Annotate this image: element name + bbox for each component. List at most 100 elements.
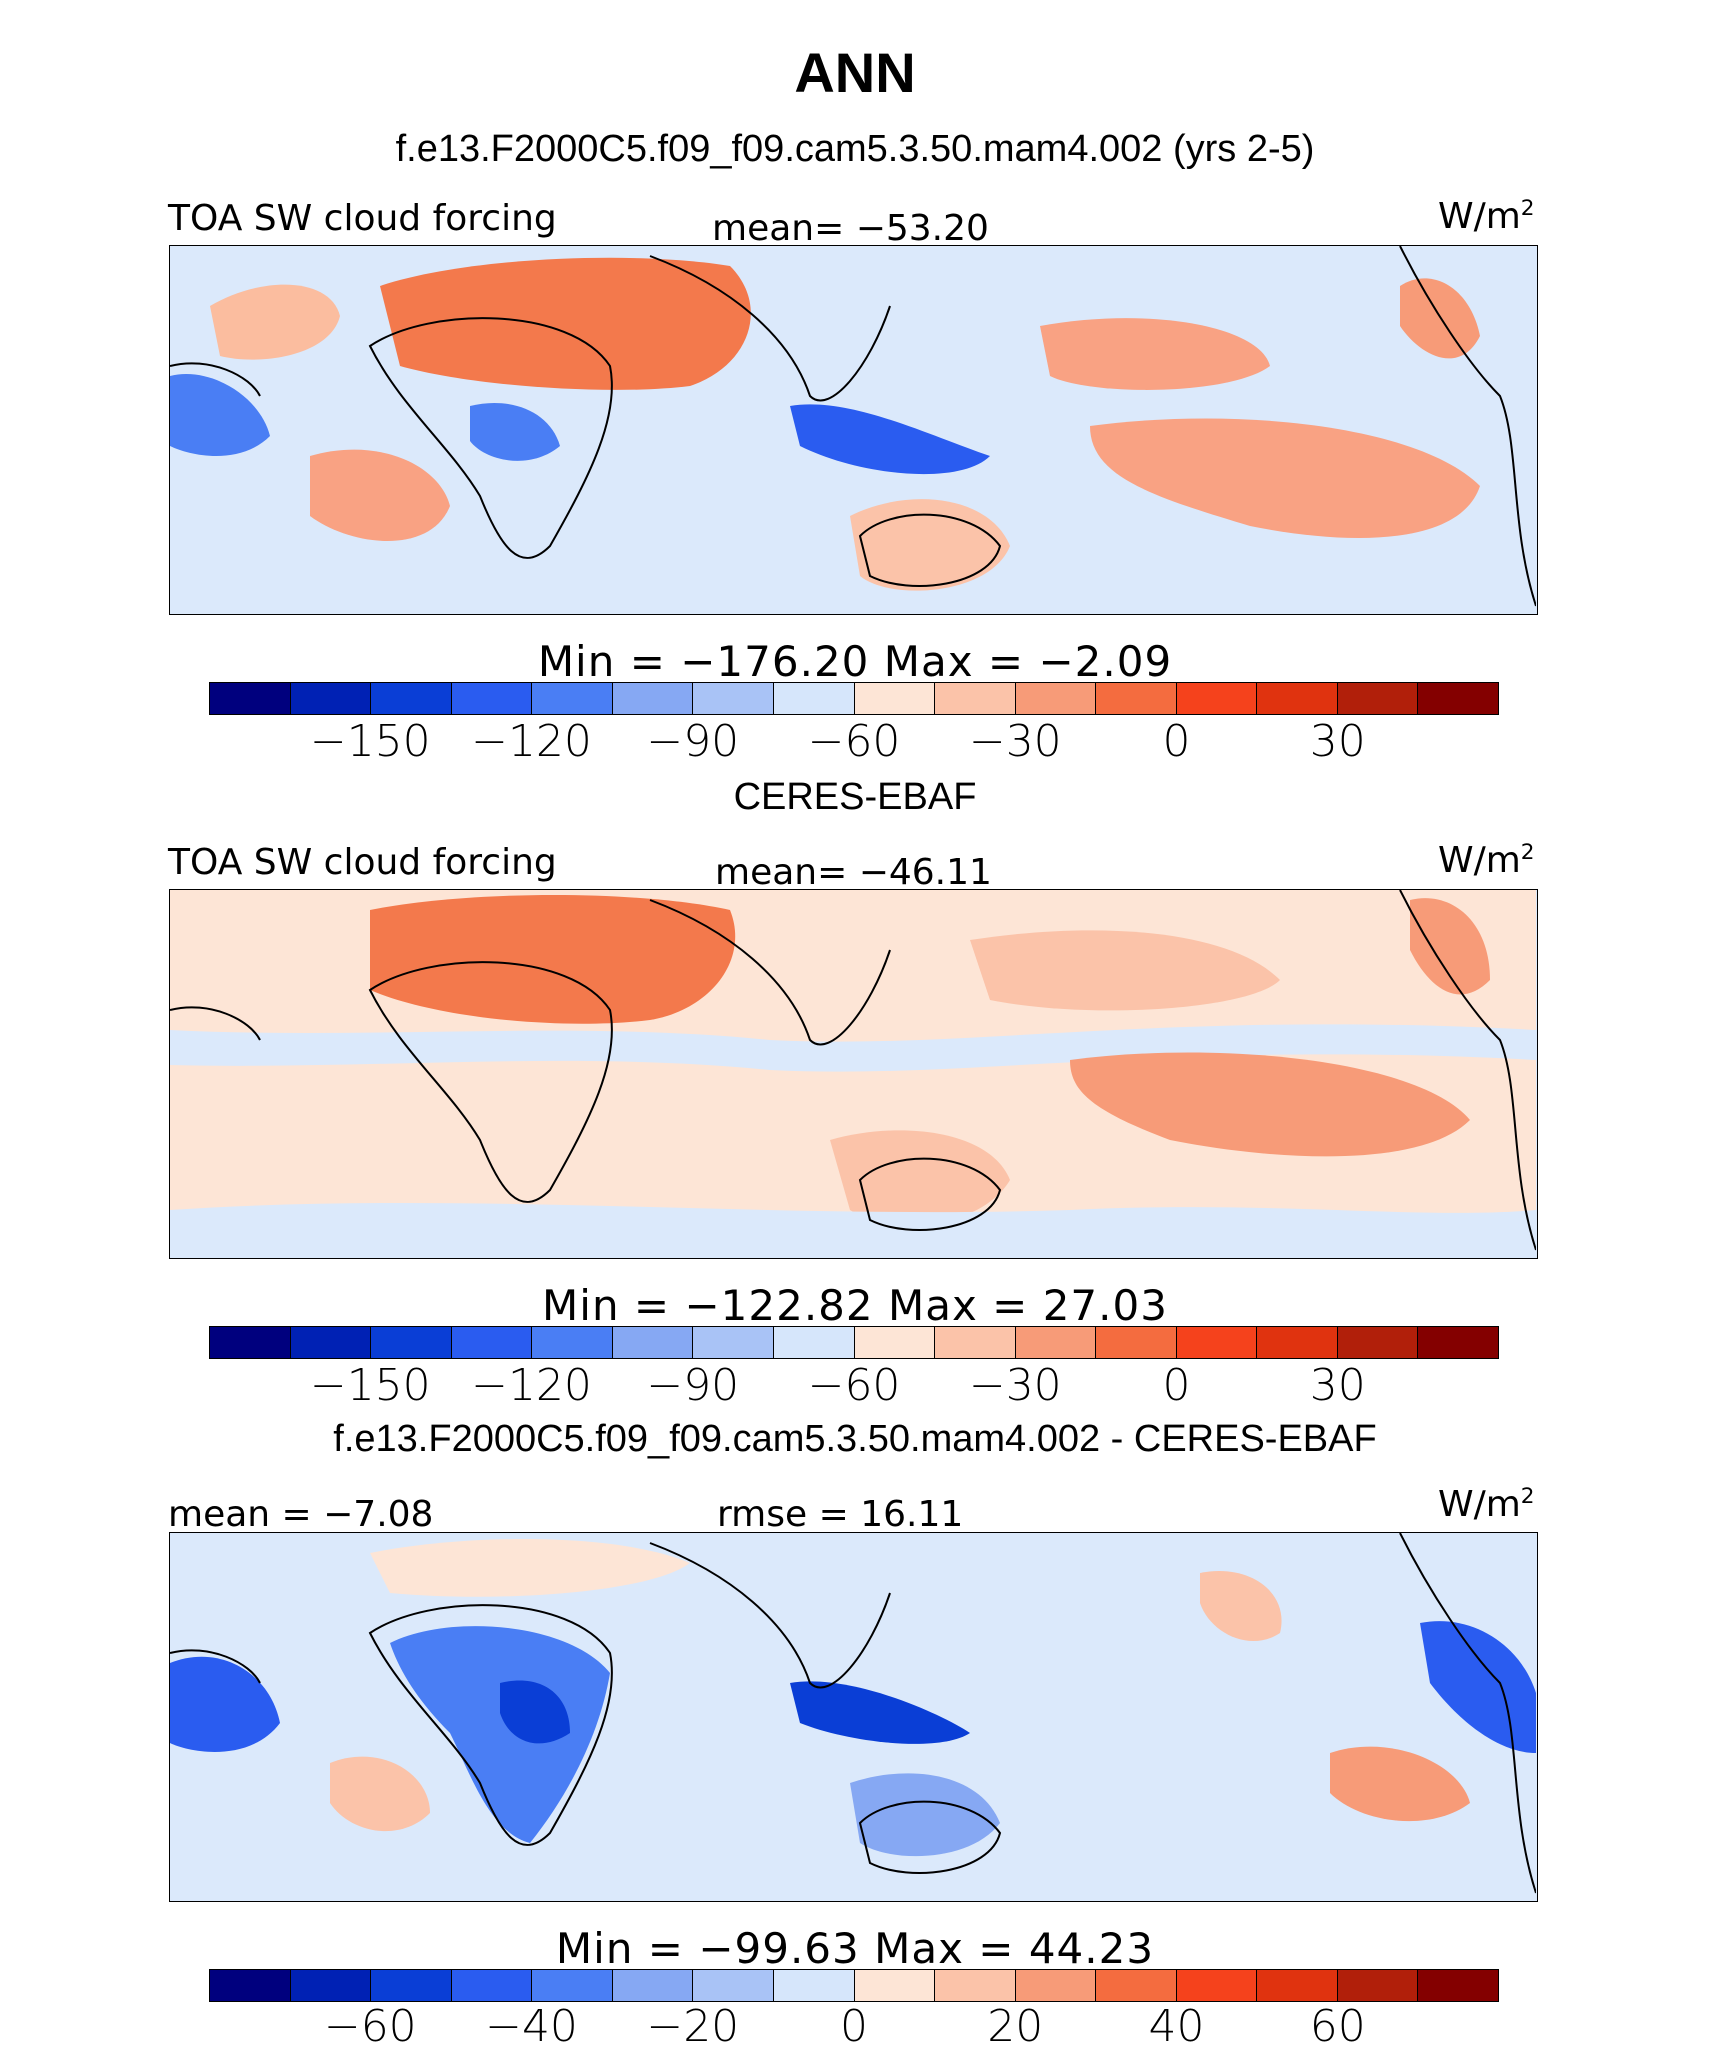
colorbar-swatch [935,1970,1016,2001]
colorbar-swatch [210,1970,291,2001]
map-region-pacific-n [1040,318,1270,390]
map-region-congo [500,1680,570,1744]
panel-3-left-label: mean = −7.08 [168,1494,434,1535]
colorbar-swatch [1176,683,1258,714]
colorbar-tick-label: −40 [485,2001,578,2052]
map-region-amazon [170,1656,280,1752]
panel-2-colorbar [209,1326,1499,1359]
colorbar-tick-label: 20 [987,2001,1044,2052]
map-region-atlantic-s [330,1756,430,1832]
colorbar-tick-label: −90 [646,716,740,767]
map-coastline-australia [858,1800,1002,1874]
map-coastline-south-america [170,1006,261,1041]
panel-1-colorbar [209,682,1499,715]
map-region-pacific-n [970,930,1280,1011]
colorbar-swatch [854,683,936,714]
page-title: ANN [794,41,916,104]
panel-3-minmax: Min = −99.63 Max = 44.23 [555,1924,1155,1973]
map-region-atlantic-s [310,449,450,541]
colorbar-swatch [1176,1970,1258,2001]
colorbar-swatch [1418,683,1498,714]
colorbar-swatch [1418,1970,1498,2001]
colorbar-tick-label: −120 [471,1360,592,1411]
panel-3-map [169,1532,1538,1902]
panel-1-center-label: mean= −53.20 [712,208,989,249]
map-coastline-australia [858,1157,1002,1231]
colorbar-swatch [1337,683,1419,714]
map-region-australia [830,1130,1010,1225]
colorbar-tick-label: 0 [840,2001,868,2052]
map-coastline-australia [858,513,1002,587]
panel-2-colorbar-ticks: −150 −120 −90 −60 −30 0 30 [209,1360,1499,1411]
colorbar-swatch [935,683,1016,714]
colorbar-swatch [210,1327,291,1358]
map-region-amazon [170,374,270,456]
map-region-indonesia [790,1681,970,1744]
colorbar-swatch [451,1327,533,1358]
map-region-atlantic-n [370,1539,690,1597]
panel-3-units: W/m2 [1438,1484,1535,1525]
map-region-congo [470,402,560,461]
panel-2-center-label: mean= −46.11 [715,852,992,893]
colorbar-swatch [612,1970,694,2001]
map-region-americas-west [1410,898,1490,995]
panel-2-subtitle: CERES-EBAF [733,776,977,818]
panel-1-minmax: Min = −176.20 Max = −2.09 [537,637,1173,686]
colorbar-swatch [693,1970,774,2001]
panel-1-left-label: TOA SW cloud forcing [168,198,557,239]
map-coastline-americas [1399,1533,1536,1894]
map-region-africa [390,1626,610,1843]
colorbar-tick-label: −60 [807,716,901,767]
colorbar-swatch [532,683,613,714]
colorbar-tick-label: 0 [1162,716,1191,767]
map-coastline-africa [368,961,613,1203]
colorbar-swatch [1418,1327,1498,1358]
map-region-indonesia [790,404,990,475]
colorbar-swatch [773,683,855,714]
panel-3-colorbar [209,1969,1499,2002]
colorbar-swatch [451,1970,533,2001]
map-region-pacific-s [1330,1746,1470,1822]
colorbar-swatch [1257,1970,1338,2001]
colorbar-tick-label: 30 [1309,716,1366,767]
colorbar-swatch [371,683,452,714]
panel-2-map [169,889,1538,1259]
colorbar-swatch [1337,1327,1419,1358]
colorbar-swatch [371,1327,452,1358]
colorbar-swatch [773,1327,855,1358]
panel-1-subtitle: f.e13.F2000C5.f09_f09.cam5.3.50.mam4.002… [395,128,1315,170]
map-coastline-asia [649,255,891,402]
colorbar-swatch [290,1327,372,1358]
panel-1-units: W/m2 [1438,196,1535,237]
colorbar-tick-label: −120 [471,716,592,767]
map-coastline-americas [1399,246,1536,607]
map-region-north-africa [380,257,751,390]
map-region-australia [850,1773,1000,1857]
panel-1-colorbar-ticks: −150 −120 −90 −60 −30 0 30 [209,716,1499,767]
colorbar-tick-label: 0 [1162,1360,1191,1411]
map-region-atlantic [210,284,340,360]
map-region-pacific-s [1070,1052,1470,1157]
map-region-equatorial-band [170,1024,1536,1072]
colorbar-tick-label: 30 [1309,1360,1366,1411]
map-region-americas-west [1420,1621,1536,1753]
colorbar-swatch [1096,1970,1177,2001]
colorbar-swatch [693,683,774,714]
colorbar-swatch [693,1327,774,1358]
colorbar-swatch [1257,1327,1338,1358]
colorbar-swatch [1015,1327,1097,1358]
colorbar-tick-label: −30 [968,716,1062,767]
colorbar-swatch [612,1327,694,1358]
colorbar-tick-label: −20 [646,2001,740,2052]
colorbar-swatch [532,1970,613,2001]
map-region-southern-ocean [170,1202,1536,1257]
map-coastline-south-america [170,362,261,397]
map-coastline-south-america [170,1649,261,1684]
map-coastline-asia [649,899,891,1046]
colorbar-swatch [290,683,372,714]
colorbar-swatch [1337,1970,1419,2001]
colorbar-swatch [854,1970,936,2001]
colorbar-tick-label: −150 [309,716,431,767]
colorbar-swatch [1015,683,1097,714]
colorbar-tick-label: 60 [1309,2001,1366,2052]
